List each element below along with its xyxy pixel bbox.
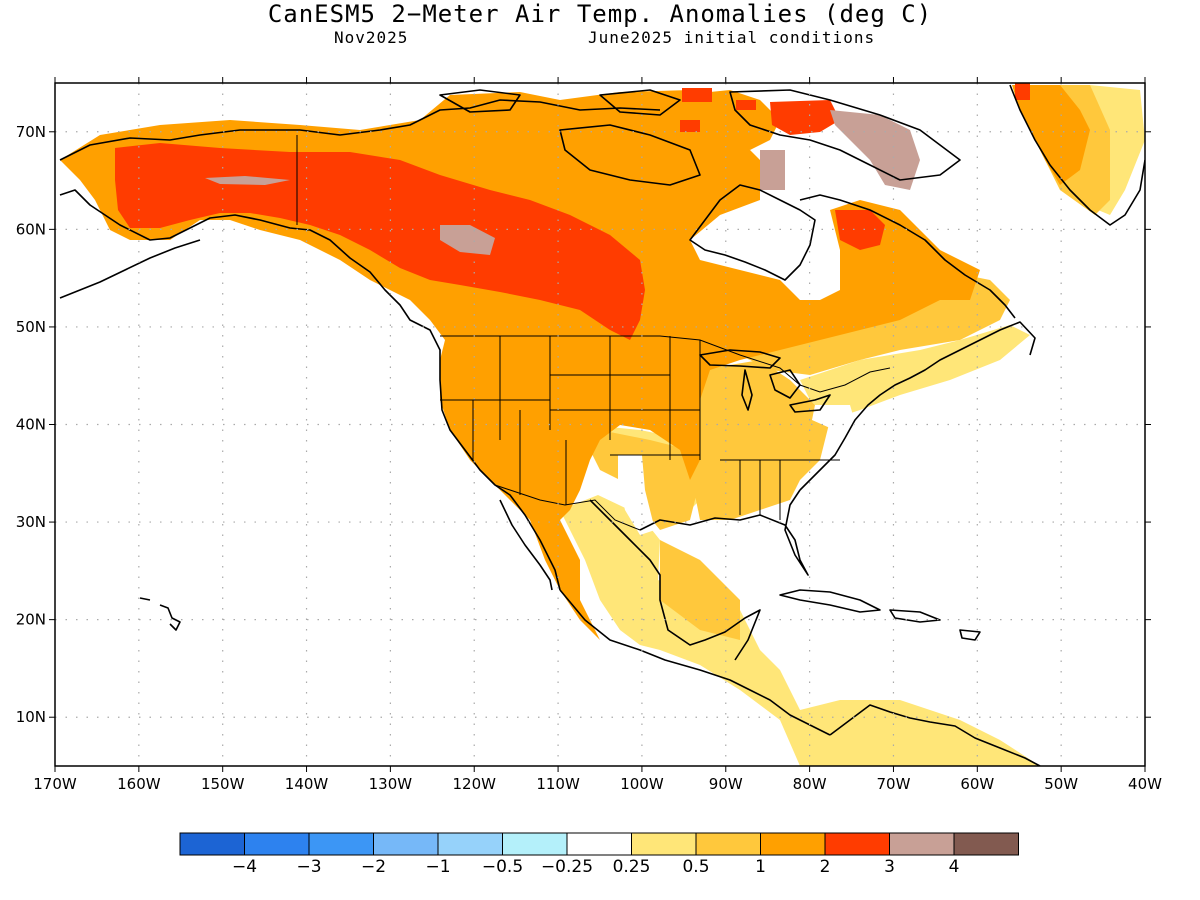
legend-swatch	[502, 832, 568, 856]
chart-title: CanESM5 2−Meter Air Temp. Anomalies (deg…	[267, 0, 933, 28]
lat-label: 70N	[16, 123, 46, 141]
legend-swatch	[631, 832, 697, 856]
anomaly-region-very-strong	[680, 83, 1030, 132]
legend-label: 2	[820, 857, 831, 877]
anomaly-region-very-strong	[115, 143, 645, 340]
lat-label: 50N	[16, 318, 46, 336]
initial-conditions: June2025 initial conditions	[588, 28, 876, 47]
lon-label: 50W	[1044, 775, 1078, 793]
coastline	[559, 589, 831, 736]
legend-swatch	[695, 832, 761, 856]
lat-label: 30N	[16, 513, 46, 531]
legend-swatch	[889, 832, 955, 856]
lon-label: 110W	[536, 775, 580, 793]
anomaly-region-neutral	[618, 455, 655, 535]
anomaly-region-very-strong	[770, 100, 840, 135]
legend-label: −3	[296, 857, 321, 877]
lat-label: 60N	[16, 220, 46, 238]
legend-label: −1	[425, 857, 450, 877]
lake-outline	[741, 369, 753, 411]
coastline	[559, 124, 701, 186]
legend-swatch	[760, 832, 826, 856]
lon-label: 70W	[877, 775, 911, 793]
legend-label: −2	[361, 857, 386, 877]
anomaly-region-weak	[560, 495, 1040, 766]
color-legend: −4 −3 −2 −1 −0.5 −0.25 0.25 0.5 1 2 3 4	[179, 832, 1019, 877]
legend-swatch	[953, 832, 1019, 856]
coastline	[499, 499, 553, 591]
coastline	[599, 89, 681, 116]
coastline	[829, 704, 1041, 766]
lake-outline	[789, 394, 831, 413]
lon-label: 130W	[369, 775, 413, 793]
anomaly-region-extreme	[440, 225, 495, 255]
legend-swatch	[244, 832, 310, 856]
coastline	[1009, 84, 1145, 226]
country-border	[494, 484, 641, 531]
coastline	[439, 89, 521, 113]
anomaly-fill-layer	[60, 83, 1145, 766]
coastline	[959, 629, 981, 641]
anomaly-region-strong	[1012, 85, 1090, 185]
legend-label: −4	[232, 857, 257, 877]
lake-outline	[699, 349, 781, 369]
lon-label: 90W	[709, 775, 743, 793]
lon-label: 80W	[793, 775, 827, 793]
anomaly-region-moderate	[660, 540, 740, 640]
lake-outline	[769, 369, 801, 399]
coastline	[139, 597, 181, 631]
coastline	[729, 89, 961, 181]
coastline	[889, 609, 941, 623]
lat-label: 40N	[16, 416, 46, 434]
legend-label: 0.5	[682, 857, 709, 877]
coastline	[779, 589, 881, 613]
legend-label: 4	[949, 857, 960, 877]
country-border	[440, 335, 891, 393]
legend-label: −0.5	[482, 857, 523, 877]
lon-label: 140W	[285, 775, 329, 793]
coastline	[59, 189, 561, 591]
coastline	[799, 321, 1036, 491]
lon-label: 150W	[201, 775, 245, 793]
lat-label: 10N	[16, 708, 46, 726]
coastline	[59, 99, 661, 161]
lon-label: 60W	[960, 775, 994, 793]
anomaly-region-extreme	[830, 110, 920, 190]
state-border	[440, 336, 840, 520]
anomaly-region-extreme	[205, 176, 290, 185]
lon-label: 160W	[117, 775, 161, 793]
coastline	[59, 239, 201, 299]
coastline-layer	[59, 84, 1145, 766]
lon-label: 120W	[452, 775, 496, 793]
legend-swatch	[824, 832, 890, 856]
coastline	[689, 184, 816, 281]
anomaly-region-very-strong	[835, 210, 885, 250]
legend-swatch	[308, 832, 374, 856]
legend-label: −0.25	[541, 857, 593, 877]
anomaly-region-weak	[800, 325, 1030, 420]
axis-ticks	[49, 77, 1151, 772]
anomaly-region-moderate	[690, 360, 830, 520]
legend-swatch	[179, 832, 245, 856]
lat-label: 20N	[16, 611, 46, 629]
valid-month: Nov2025	[334, 28, 409, 47]
coastline	[639, 489, 809, 576]
legend-label: 0.25	[613, 857, 651, 877]
lon-label: 40W	[1128, 775, 1162, 793]
axis-labels: 170W 160W 150W 140W 130W 120W 110W 100W 90W 80W 70…	[16, 123, 1162, 793]
lon-label: 100W	[620, 775, 664, 793]
lon-label: 170W	[33, 775, 77, 793]
legend-label: 1	[755, 857, 766, 877]
anomaly-region-neutral	[812, 405, 855, 428]
legend-swatch	[566, 832, 632, 856]
coastline	[799, 194, 1016, 319]
coastline	[589, 499, 761, 661]
anomaly-region-extreme	[760, 150, 785, 190]
legend-swatch	[437, 832, 503, 856]
legend-label: 3	[884, 857, 895, 877]
political-boundaries	[296, 135, 891, 531]
legend-swatch	[373, 832, 439, 856]
